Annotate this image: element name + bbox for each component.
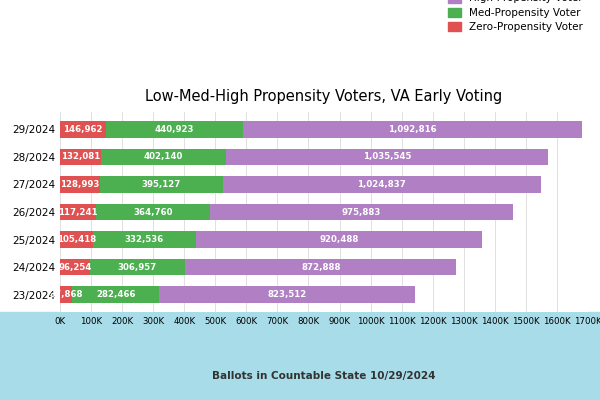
Text: 37,868: 37,868	[49, 290, 83, 299]
Text: 117,241: 117,241	[58, 208, 98, 216]
Bar	[242, 121, 582, 138]
Bar	[100, 176, 223, 193]
Text: 96,254: 96,254	[58, 262, 92, 272]
Text: 146,962: 146,962	[63, 125, 103, 134]
Bar	[60, 121, 106, 138]
Bar	[90, 259, 185, 275]
Bar	[226, 149, 548, 165]
Bar	[93, 231, 196, 248]
Bar	[210, 204, 513, 220]
Text: 364,760: 364,760	[133, 208, 173, 216]
Bar	[101, 149, 226, 165]
Text: 402,140: 402,140	[144, 152, 183, 162]
Bar	[97, 204, 210, 220]
Text: 823,512: 823,512	[268, 290, 307, 299]
Text: 1,092,816: 1,092,816	[388, 125, 437, 134]
Text: 132,081: 132,081	[61, 152, 100, 162]
Bar	[60, 204, 97, 220]
Bar	[106, 121, 242, 138]
Bar	[60, 149, 101, 165]
Legend: High-Propensity Voter, Med-Propensity Voter, Zero-Propensity Voter: High-Propensity Voter, Med-Propensity Vo…	[448, 0, 583, 32]
Text: 105,418: 105,418	[57, 235, 96, 244]
Bar	[185, 259, 457, 275]
Text: 128,993: 128,993	[61, 180, 100, 189]
Title: Low-Med-High Propensity Voters, VA Early Voting: Low-Med-High Propensity Voters, VA Early…	[145, 89, 503, 104]
Text: 1,024,837: 1,024,837	[358, 180, 406, 189]
Bar	[72, 286, 160, 303]
Text: 282,466: 282,466	[96, 290, 136, 299]
Bar	[60, 231, 93, 248]
Text: 306,957: 306,957	[118, 262, 157, 272]
Bar	[223, 176, 541, 193]
Text: 920,488: 920,488	[319, 235, 359, 244]
Bar	[60, 259, 90, 275]
Text: 975,883: 975,883	[341, 208, 381, 216]
Text: 872,888: 872,888	[301, 262, 341, 272]
Text: 332,536: 332,536	[125, 235, 164, 244]
Text: Ballots in Countable State 10/29/2024: Ballots in Countable State 10/29/2024	[212, 371, 436, 381]
Bar	[196, 231, 482, 248]
Bar	[160, 286, 415, 303]
Text: 440,923: 440,923	[154, 125, 194, 134]
Bar	[60, 176, 100, 193]
Text: 1,035,545: 1,035,545	[362, 152, 411, 162]
Text: 395,127: 395,127	[142, 180, 181, 189]
Bar	[60, 286, 72, 303]
